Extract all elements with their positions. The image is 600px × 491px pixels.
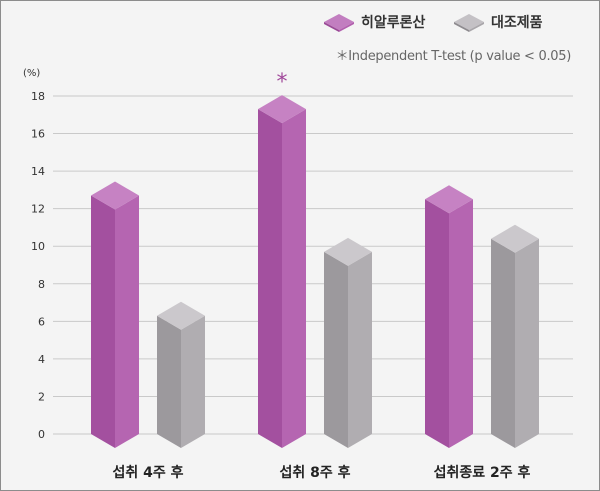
y-axis-unit-label: (%) xyxy=(23,68,41,79)
y-tick-label: 16 xyxy=(31,128,45,141)
bar-control-0-top-face xyxy=(157,301,205,330)
bar-control-1-left-face xyxy=(324,251,348,448)
x-category-label: 섭취 8주 후 xyxy=(279,465,350,481)
x-category-label: 섭취종료 2주 후 xyxy=(434,465,531,481)
y-tick-label: 4 xyxy=(38,353,45,366)
bar-hyaluronic-2-top-face xyxy=(425,185,473,214)
y-tick-label: 18 xyxy=(31,90,45,103)
bar-hyaluronic-2-right-face xyxy=(449,199,473,448)
bar-control-2-top-face xyxy=(491,224,539,253)
y-tick-label: 10 xyxy=(31,240,45,253)
bar-hyaluronic-1-left-face xyxy=(258,109,282,449)
y-tick-label: 8 xyxy=(38,278,45,291)
legend-swatch-control xyxy=(454,14,484,32)
bar-control-2-left-face xyxy=(491,238,515,448)
significance-marker: * xyxy=(277,70,288,95)
bar-hyaluronic-0-top-face xyxy=(91,181,139,210)
y-tick-label: 2 xyxy=(38,390,45,403)
bar-control-1-top-face xyxy=(324,237,372,266)
bar-control-1-right-face xyxy=(348,251,372,448)
y-tick-label: 6 xyxy=(38,315,45,328)
y-tick-label: 12 xyxy=(31,203,45,216)
legend-swatch-hyaluronic xyxy=(324,14,354,32)
annotation-note: ＊Independent T-test (p value < 0.05) xyxy=(335,49,572,64)
legend-item-hyaluronic: 히알루론산 xyxy=(323,9,425,35)
y-tick-label: 0 xyxy=(38,428,45,441)
y-tick-label: 14 xyxy=(31,165,45,178)
bar-hyaluronic-2-left-face xyxy=(425,199,449,448)
bar-hyaluronic-1-right-face xyxy=(282,109,306,449)
legend-label-control: 대조제품 xyxy=(491,15,543,31)
bar-hyaluronic-0-left-face xyxy=(91,195,115,448)
bar-hyaluronic-1-top-face xyxy=(258,95,306,124)
x-category-label: 섭취 4주 후 xyxy=(112,465,183,481)
legend-item-control: 대조제품 xyxy=(453,9,543,35)
bar-hyaluronic-0-right-face xyxy=(115,195,139,448)
bar-control-0-left-face xyxy=(157,315,181,448)
bar-control-0-right-face xyxy=(181,315,205,448)
bar-control-2-right-face xyxy=(515,238,539,448)
legend-label-hyaluronic: 히알루론산 xyxy=(361,15,426,31)
